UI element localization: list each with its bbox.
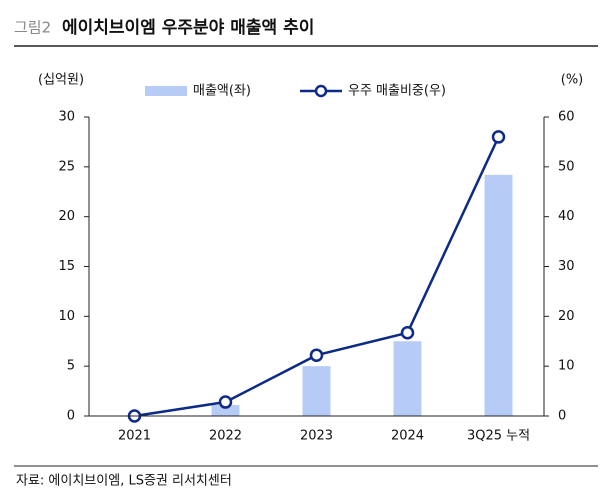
x-tick-label: 2023 (300, 429, 333, 444)
y-tick-label: 20 (58, 209, 75, 224)
y2-tick-label: 40 (558, 209, 575, 224)
bar (393, 341, 422, 416)
bar (211, 405, 240, 416)
y2-tick-label: 50 (558, 159, 575, 174)
y2-tick-label: 20 (558, 309, 575, 324)
x-tick-label: 2024 (391, 429, 424, 444)
legend-label: 우주 매출비중(우) (348, 84, 446, 99)
legend-swatch (145, 86, 187, 96)
y-axis-label: (십억원) (38, 73, 84, 88)
line-point (400, 326, 415, 340)
chart-title: 에이치브이엠 우주분야 매출액 추이 (62, 18, 314, 38)
y-tick-label: 0 (67, 409, 75, 424)
line-point (309, 348, 324, 362)
y2-axis-label: (%) (561, 73, 584, 88)
y2-tick-label: 0 (558, 409, 566, 424)
line-point (218, 395, 233, 409)
x-tick-label: 3Q25 누적 (467, 429, 530, 444)
line-point (491, 130, 506, 144)
y-tick-label: 25 (58, 159, 75, 174)
legend-swatch (314, 84, 328, 98)
y-tick-label: 5 (67, 359, 75, 374)
bar (484, 174, 513, 416)
figure-label: 그림2 (14, 19, 51, 37)
x-tick-label: 2021 (118, 429, 151, 444)
y-tick-label: 15 (58, 259, 75, 274)
y2-tick-label: 30 (558, 259, 575, 274)
y-tick-label: 30 (58, 110, 75, 125)
source: 자료: 에이치브이엠, LS증권 리서치센터 (16, 474, 232, 489)
x-tick-label: 2022 (209, 429, 242, 444)
y-tick-label: 10 (58, 309, 75, 324)
y2-tick-label: 10 (558, 359, 575, 374)
legend-label: 매출액(좌) (193, 84, 251, 99)
y2-tick-label: 60 (558, 110, 575, 125)
bar (302, 366, 331, 416)
